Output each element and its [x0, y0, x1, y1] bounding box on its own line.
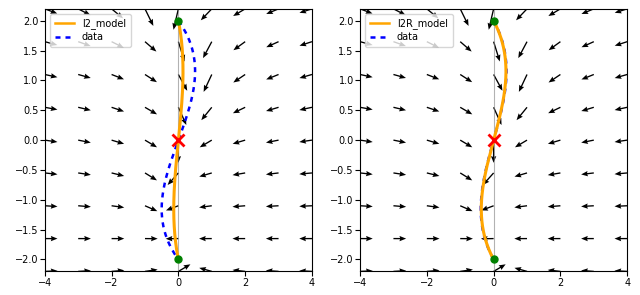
l2_model: [170, 209, 177, 213]
data: [479, 183, 487, 186]
Line: l2R_model: l2R_model: [481, 21, 506, 260]
l2R_model: [477, 209, 485, 213]
l2_model: [176, 124, 184, 128]
data: [477, 209, 484, 213]
l2R_model: [490, 258, 497, 261]
data: [490, 19, 497, 22]
data: [158, 209, 166, 213]
Line: data: data: [481, 21, 506, 260]
Line: l2_model: l2_model: [173, 21, 183, 260]
data: [175, 258, 182, 261]
data: [175, 19, 182, 22]
data: [161, 183, 168, 186]
l2R_model: [479, 183, 487, 186]
l2_model: [171, 183, 179, 186]
data: [158, 205, 166, 209]
l2R_model: [490, 19, 497, 22]
l2_model: [175, 19, 182, 22]
Legend: l2_model, data: l2_model, data: [50, 14, 131, 47]
l2R_model: [496, 116, 504, 119]
l2R_model: [499, 43, 507, 47]
data: [182, 116, 190, 119]
data: [477, 205, 484, 209]
l2_model: [175, 258, 182, 261]
data: [188, 43, 195, 47]
data: [490, 258, 497, 261]
data: [500, 43, 508, 47]
l2_model: [170, 205, 177, 209]
Legend: l2R_model, data: l2R_model, data: [365, 14, 453, 47]
data: [496, 116, 504, 119]
l2_model: [178, 43, 186, 47]
Line: data: data: [162, 21, 195, 260]
l2_model: [177, 116, 184, 119]
data: [493, 124, 501, 128]
l2R_model: [493, 124, 501, 128]
l2R_model: [477, 205, 485, 209]
data: [180, 124, 188, 128]
